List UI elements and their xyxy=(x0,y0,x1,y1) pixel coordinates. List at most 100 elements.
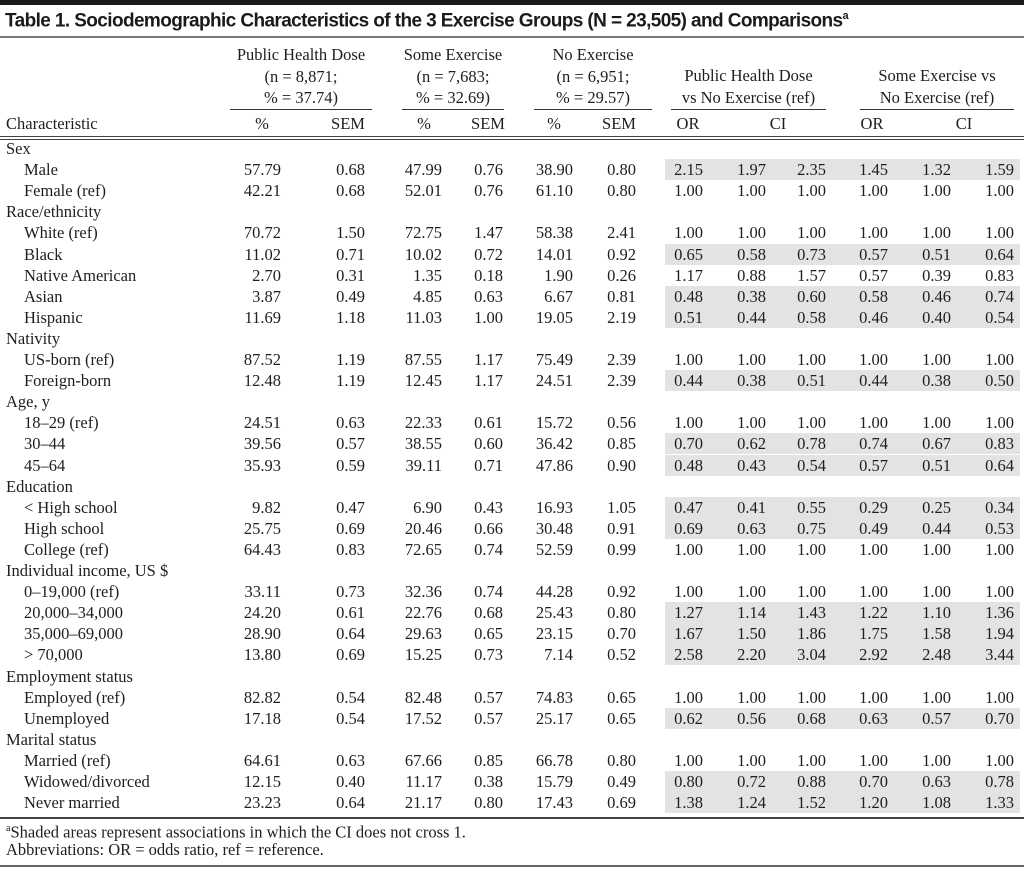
ci-cell: 1.00 xyxy=(922,413,951,433)
section-title: Race/ethnicity xyxy=(6,202,102,222)
row-label: < High school xyxy=(24,497,118,517)
percent-cell: 21.17 xyxy=(404,793,442,813)
section-row: Age, y xyxy=(0,391,1024,412)
sem-cell: 0.73 xyxy=(336,582,365,602)
table-row: White (ref) 70.72 1.50 72.75 1.47 58.38 2.41 1.… xyxy=(0,222,1024,243)
group-header-line: % = 32.69) xyxy=(416,88,490,107)
percent-cell: 58.38 xyxy=(535,223,573,243)
percent-cell: 13.80 xyxy=(243,645,281,665)
ci-cell: 1.00 xyxy=(737,413,766,433)
section-row: Nativity xyxy=(0,328,1024,349)
table-row: Hispanic 11.69 1.18 11.03 1.00 19.05 2.19 0.51 0… xyxy=(0,306,1024,328)
percent-cell: 42.21 xyxy=(243,181,281,201)
percent-cell: 14.01 xyxy=(535,244,573,264)
ci-cell: 1.97 xyxy=(737,160,766,180)
table-row: > 70,000 13.80 0.69 15.25 0.73 7.14 0.52 2.58 2.… xyxy=(0,644,1024,666)
row-label: White (ref) xyxy=(24,223,98,243)
ci-cell: 1.00 xyxy=(985,750,1014,770)
group-header: Some Exercise (n = 7,683; % = 32.69) xyxy=(398,44,508,109)
significance-shading xyxy=(665,306,1020,328)
ci-cell: 1.00 xyxy=(737,181,766,201)
ci-cell: 0.38 xyxy=(922,371,951,391)
ci-cell: 1.00 xyxy=(737,687,766,707)
sem-cell: 0.59 xyxy=(336,455,365,475)
ci-cell: 1.00 xyxy=(797,181,826,201)
sem-cell: 0.43 xyxy=(474,497,503,517)
sem-cell: 0.69 xyxy=(336,518,365,538)
section-title: Sex xyxy=(6,139,31,158)
or-cell: 0.49 xyxy=(859,518,888,538)
percent-cell: 38.90 xyxy=(535,160,573,180)
sem-cell: 0.65 xyxy=(607,687,636,707)
sem-cell: 0.63 xyxy=(336,750,365,770)
ci-cell: 1.14 xyxy=(737,603,766,623)
percent-cell: 35.93 xyxy=(243,455,281,475)
percent-cell: 82.48 xyxy=(404,687,442,707)
table-row: Employed (ref) 82.82 0.54 82.48 0.57 74.83 0.6… xyxy=(0,687,1024,708)
ci-cell: 0.55 xyxy=(797,497,826,517)
row-label: US-born (ref) xyxy=(24,350,115,369)
percent-cell: 64.43 xyxy=(243,539,281,559)
footnote-mark: a xyxy=(842,10,849,22)
or-cell: 0.58 xyxy=(859,286,888,306)
percent-cell: 17.52 xyxy=(404,708,442,728)
ci-cell: 0.78 xyxy=(985,772,1014,791)
ci-cell: 0.75 xyxy=(797,518,826,538)
ci-cell: 1.00 xyxy=(797,750,826,770)
ci-cell: 1.52 xyxy=(797,793,826,813)
ci-cell: 1.00 xyxy=(797,223,826,243)
or-cell: 0.70 xyxy=(674,434,703,454)
ci-cell: 1.00 xyxy=(922,750,951,770)
or-cell: 0.46 xyxy=(859,307,888,327)
row-label: Black xyxy=(24,244,63,264)
group-header-line: % = 29.57) xyxy=(556,88,630,107)
row-label: Native American xyxy=(24,265,137,285)
ci-cell: 1.00 xyxy=(797,539,826,559)
ci-cell: 2.48 xyxy=(922,645,951,665)
ci-cell: 1.00 xyxy=(797,350,826,369)
significance-shading xyxy=(665,707,1020,729)
sem-cell: 0.69 xyxy=(607,793,636,813)
section-title: Individual income, US $ xyxy=(6,561,169,580)
group-header-line: (n = 7,683; xyxy=(416,66,490,86)
percent-cell: 7.14 xyxy=(544,645,573,665)
or-cell: 1.00 xyxy=(859,223,888,243)
percent-cell: 47.86 xyxy=(535,455,573,475)
or-cell: 1.00 xyxy=(674,181,703,201)
ci-cell: 1.00 xyxy=(797,687,826,707)
row-label: Female (ref) xyxy=(24,181,106,201)
ci-cell: 3.04 xyxy=(797,645,826,665)
or-cell: 1.00 xyxy=(674,750,703,770)
significance-shading xyxy=(665,370,1020,392)
sem-cell: 0.92 xyxy=(607,244,636,264)
sem-cell: 0.54 xyxy=(336,687,365,707)
ci-cell: 0.25 xyxy=(922,497,951,517)
ci-cell: 1.58 xyxy=(922,624,951,644)
ci-cell: 0.58 xyxy=(737,244,766,264)
percent-cell: 6.67 xyxy=(544,286,573,306)
or-cell: 1.00 xyxy=(674,582,703,602)
significance-shading xyxy=(665,623,1020,645)
ci-cell: 0.73 xyxy=(797,244,826,264)
sem-cell: 0.74 xyxy=(474,582,503,602)
percent-cell: 87.55 xyxy=(404,350,442,369)
sem-cell: 0.74 xyxy=(474,539,503,559)
ci-cell: 0.68 xyxy=(797,708,826,728)
sem-cell: 0.63 xyxy=(474,286,503,306)
sem-cell: 0.52 xyxy=(607,645,636,665)
ci-cell: 1.00 xyxy=(922,582,951,602)
ci-cell: 1.00 xyxy=(737,223,766,243)
section-title: Marital status xyxy=(6,729,97,749)
ci-cell: 1.00 xyxy=(737,582,766,602)
column-header: CI xyxy=(769,114,787,133)
group-header-line: No Exercise (ref) xyxy=(879,87,995,107)
sem-cell: 1.47 xyxy=(474,223,503,243)
sem-cell: 0.85 xyxy=(474,750,503,770)
row-label: 0–19,000 (ref) xyxy=(24,582,120,602)
ci-cell: 2.20 xyxy=(737,645,766,665)
or-cell: 1.27 xyxy=(674,603,703,623)
sem-cell: 1.17 xyxy=(474,350,503,369)
or-cell: 0.51 xyxy=(674,307,703,327)
table-row: Foreign-born 12.48 1.19 12.45 1.17 24.51 2.39 0… xyxy=(0,370,1024,392)
table-row: 0–19,000 (ref) 33.11 0.73 32.36 0.74 44.28 0.9… xyxy=(0,581,1024,602)
